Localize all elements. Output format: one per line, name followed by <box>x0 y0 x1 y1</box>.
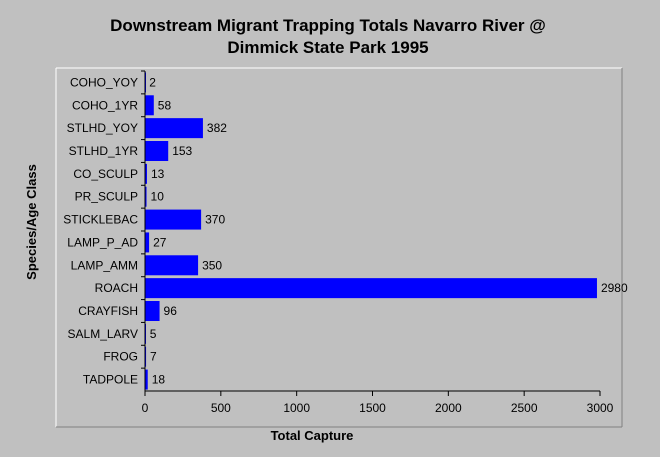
bar-lamp-p-ad <box>145 232 150 253</box>
y-axis-title: Species/Age Class <box>24 164 39 280</box>
category-label: FROG <box>103 350 138 364</box>
data-label: 96 <box>164 304 178 318</box>
data-label: 2980 <box>601 281 628 295</box>
category-labels: COHO_YOY COHO_1YR STLHD_YOY STLHD_1YR CO_SCU… <box>63 75 138 386</box>
data-label: 2 <box>149 75 156 89</box>
data-label: 7 <box>150 350 157 364</box>
bar-pr-sculp <box>145 186 147 207</box>
category-label: STLHD_YOY <box>67 121 138 135</box>
x-tick-label: 2000 <box>435 401 462 415</box>
data-label: 10 <box>151 190 165 204</box>
data-label: 58 <box>158 98 172 112</box>
bar-stlhd-yoy <box>145 118 203 139</box>
category-label: ROACH <box>95 281 138 295</box>
x-tick-label: 3000 <box>587 401 614 415</box>
bar-crayfish <box>145 301 160 321</box>
bar-roach <box>145 278 597 299</box>
x-axis-title: Total Capture <box>271 428 354 443</box>
data-label: 27 <box>153 235 167 249</box>
category-label: LAMP_P_AD <box>67 235 138 249</box>
bar-co-sculp <box>145 163 147 184</box>
bars <box>145 72 597 390</box>
x-tick-label: 1000 <box>283 401 310 415</box>
category-label: COHO_1YR <box>72 98 138 112</box>
data-label: 153 <box>172 144 192 158</box>
data-label: 382 <box>207 121 227 135</box>
chart-title-line-1: Downstream Migrant Trapping Totals Navar… <box>110 16 546 35</box>
x-tick-label: 500 <box>211 401 231 415</box>
bar-stlhd-1yr <box>145 141 169 161</box>
data-label: 18 <box>152 373 166 387</box>
category-label: PR_SCULP <box>75 190 138 204</box>
bar-lamp-amm <box>145 255 199 276</box>
data-label: 370 <box>205 213 225 227</box>
chart-title-line-2: Dimmick State Park 1995 <box>227 38 428 57</box>
axes <box>141 70 601 396</box>
category-label: LAMP_AMM <box>71 258 138 272</box>
x-tick-labels: 0 500 1000 1500 2000 2500 3000 <box>142 401 614 415</box>
data-label: 350 <box>202 258 222 272</box>
category-label: TADPOLE <box>83 373 138 387</box>
x-tick-label: 2500 <box>511 401 538 415</box>
bar-tadpole <box>145 369 148 390</box>
category-label: STICKLEBAC <box>63 213 138 227</box>
bar-sticklebac <box>145 209 202 230</box>
category-label: CO_SCULP <box>73 167 138 181</box>
x-tick-label: 1500 <box>359 401 386 415</box>
data-label: 5 <box>150 327 157 341</box>
category-label: STLHD_1YR <box>69 144 139 158</box>
bar-frog <box>145 346 147 367</box>
bar-coho-1yr <box>145 95 154 116</box>
category-label: CRAYFISH <box>78 304 138 318</box>
data-label: 13 <box>151 167 165 181</box>
x-tick-label: 0 <box>142 401 149 415</box>
plot-frame <box>55 67 623 428</box>
category-label: COHO_YOY <box>70 75 138 89</box>
category-label: SALM_LARV <box>68 327 138 341</box>
